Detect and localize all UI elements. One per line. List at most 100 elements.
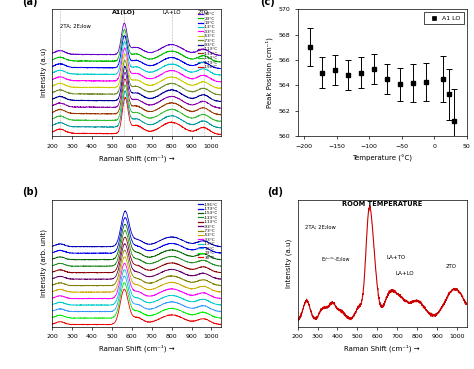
-33°C (49, 77, 55, 82)
-53°C (49, 290, 55, 294)
-73°C (218, 93, 224, 97)
-133°C (122, 228, 128, 233)
-73°C (93, 92, 99, 96)
-153°C (219, 258, 224, 262)
30°C (122, 21, 128, 25)
13°C (93, 309, 99, 314)
23°C (177, 52, 182, 56)
-93°C (122, 241, 128, 246)
30°C (177, 45, 182, 49)
-13°C (170, 62, 176, 66)
-73°C (68, 283, 73, 288)
-153°C (122, 83, 128, 87)
-173°C (177, 243, 183, 248)
-173°C (219, 251, 224, 255)
-133°C (170, 101, 176, 105)
Line: 13°C: 13°C (52, 35, 221, 69)
-33°C (100, 297, 105, 301)
Y-axis label: Intensity (a.u): Intensity (a.u) (40, 48, 46, 97)
30°C (49, 51, 55, 55)
-113°C (122, 71, 128, 75)
Text: A1(LO): A1(LO) (112, 10, 136, 15)
23°C (68, 58, 73, 63)
-153°C (170, 107, 176, 112)
-53°C (122, 52, 128, 56)
-133°C (196, 107, 201, 112)
Y-axis label: Intensity (arb. unit): Intensity (arb. unit) (40, 229, 46, 297)
-93°C (219, 99, 224, 104)
-113°C (170, 261, 176, 265)
13°C (170, 300, 176, 304)
-173°C (123, 89, 128, 93)
-33°C (68, 77, 73, 82)
-13°C (68, 303, 73, 307)
-73°C (170, 274, 176, 278)
-133°C (218, 113, 224, 117)
-133°C (122, 77, 128, 81)
-191°C (177, 123, 182, 127)
-191°C (93, 244, 99, 249)
-73°C (122, 58, 128, 62)
Text: E₂ʰ¹°ʰ-E₂low: E₂ʰ¹°ʰ-E₂low (321, 257, 350, 262)
-191°C (219, 132, 224, 137)
-93°C (122, 64, 128, 68)
-93°C (93, 99, 99, 103)
-153°C (219, 120, 224, 124)
-113°C (122, 235, 128, 239)
30°C (218, 54, 224, 58)
23°C (217, 60, 223, 65)
-153°C (68, 257, 73, 262)
23°C (170, 306, 176, 311)
-13°C (196, 68, 201, 73)
Line: -133°C: -133°C (52, 79, 221, 115)
-133°C (49, 263, 55, 268)
-33°C (170, 68, 176, 73)
13°C (75, 310, 81, 314)
30°C (177, 314, 183, 319)
-13°C (49, 302, 55, 306)
30°C (122, 21, 128, 25)
-153°C (122, 222, 128, 227)
Line: -191°C: -191°C (52, 211, 221, 247)
30°C (93, 323, 99, 327)
Line: -93°C: -93°C (52, 66, 221, 101)
Line: -153°C: -153°C (52, 85, 221, 122)
-33°C (196, 75, 201, 79)
-93°C (68, 98, 73, 102)
Y-axis label: Peak Position (cm⁻¹): Peak Position (cm⁻¹) (265, 37, 273, 108)
-173°C (219, 125, 224, 130)
-173°C (122, 215, 128, 220)
-33°C (93, 79, 99, 83)
Text: 2TO: 2TO (198, 10, 209, 15)
-13°C (93, 72, 99, 76)
30°C (170, 313, 176, 317)
-133°C (123, 228, 128, 233)
-191°C (196, 240, 201, 244)
-153°C (177, 250, 183, 254)
-113°C (196, 101, 201, 105)
-113°C (217, 106, 223, 111)
-33°C (219, 296, 224, 301)
Line: -113°C: -113°C (52, 72, 221, 108)
Line: -173°C: -173°C (52, 91, 221, 128)
-191°C (49, 130, 55, 134)
-191°C (196, 127, 201, 131)
-13°C (170, 293, 176, 297)
30°C (68, 322, 73, 327)
-53°C (122, 52, 128, 56)
-53°C (170, 280, 176, 284)
-133°C (68, 264, 73, 268)
-173°C (122, 216, 128, 220)
-73°C (196, 88, 201, 92)
-173°C (177, 117, 182, 121)
-13°C (219, 303, 224, 307)
-153°C (68, 118, 73, 122)
-53°C (49, 84, 55, 88)
-191°C (219, 244, 224, 249)
-133°C (219, 113, 224, 117)
13°C (49, 65, 55, 69)
13°C (215, 66, 220, 71)
Text: (b): (b) (22, 187, 38, 197)
-53°C (78, 290, 83, 295)
-133°C (219, 264, 224, 269)
